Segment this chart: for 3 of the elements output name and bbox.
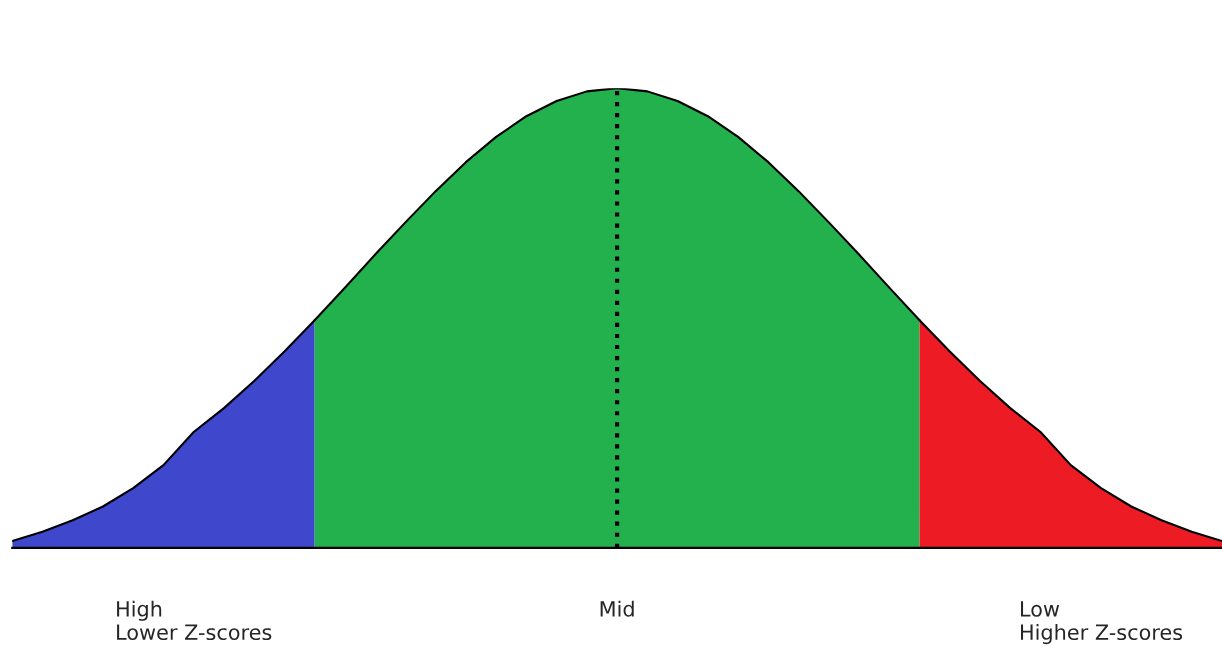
- x-tick-label: Mid: [600, 600, 634, 617]
- x-tick-label: High Lower Z-scores: [117, 600, 272, 641]
- x-tick-label: Low Higher Z-scores: [1021, 601, 1183, 645]
